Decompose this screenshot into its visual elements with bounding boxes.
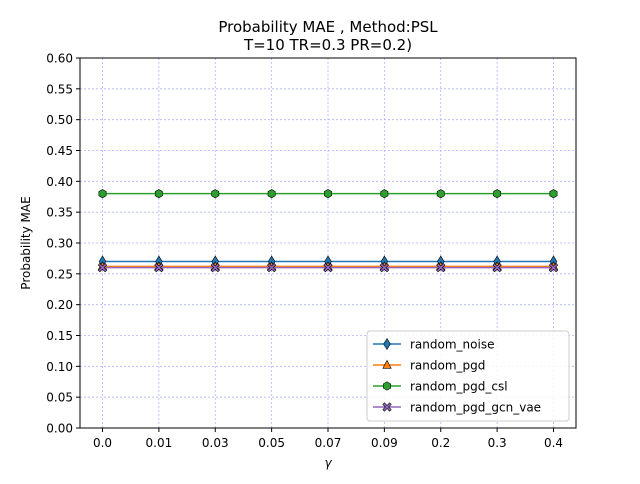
x-tick-label: 0.2 (431, 436, 450, 450)
data-point-random_pgd_csl (380, 189, 389, 199)
legend-box (366, 330, 570, 422)
legend-label: random_pgd_csl (410, 380, 508, 394)
legend-label: random_pgd_gcn_vae (410, 401, 541, 415)
data-point-random_pgd_csl (436, 189, 445, 199)
x-tick-label: 0.03 (202, 436, 229, 450)
y-tick-label: 0.45 (46, 144, 73, 158)
legend-item-random_pgd_gcn_vae: random_pgd_gcn_vae (373, 401, 541, 415)
data-point-random_pgd_csl (549, 189, 558, 199)
data-point-random_pgd_csl (267, 189, 276, 199)
data-point-random_pgd_gcn_vae (379, 263, 389, 273)
y-tick-label: 0.30 (46, 237, 73, 251)
data-point-random_pgd_gcn_vae (492, 263, 502, 273)
x-axis-label: γ (324, 456, 332, 470)
y-tick-label: 0.05 (46, 391, 73, 405)
data-point-random_pgd_gcn_vae (323, 263, 333, 273)
legend: random_noise random_pgd random_pgd_cslrand… (366, 330, 570, 422)
series-layer (97, 189, 559, 273)
legend-swatch-marker (383, 381, 391, 391)
data-point-random_pgd_gcn_vae (97, 263, 108, 273)
data-point-random_pgd_csl (211, 189, 220, 199)
y-tick-label: 0.25 (46, 267, 73, 281)
chart-title-line1: Probability MAE , Method:PSL (218, 18, 438, 36)
x-tick-label: 0.07 (315, 436, 342, 450)
y-tick-label: 0.50 (46, 113, 73, 127)
data-point-random_pgd_gcn_vae (154, 263, 164, 273)
data-point-random_pgd_gcn_vae (210, 263, 220, 273)
x-tick-label: 0.4 (544, 436, 563, 450)
y-tick-label: 0.35 (46, 206, 73, 220)
x-tick-label: 0.09 (371, 436, 398, 450)
data-point-random_pgd_csl (324, 189, 332, 199)
legend-item-random_pgd_csl: random_pgd_csl (373, 380, 508, 394)
legend-item-random_noise: random_noise (373, 338, 494, 352)
y-tick-label: 0.60 (46, 52, 73, 66)
data-point-random_pgd_csl (154, 189, 163, 199)
x-tick-label: 0.3 (488, 436, 507, 450)
x-tick-label: 0.05 (258, 436, 285, 450)
series-random_pgd_gcn_vae (97, 263, 559, 273)
legend-label: random_pgd (410, 359, 485, 373)
legend-swatch-marker (382, 402, 392, 412)
data-point-random_pgd_csl (98, 189, 107, 199)
legend-swatch-marker (382, 359, 392, 369)
legend-label: random_noise (410, 338, 494, 352)
y-tick-label: 0.10 (46, 360, 73, 374)
x-tick-label: 0.01 (146, 436, 173, 450)
data-point-random_pgd_gcn_vae (436, 263, 446, 273)
x-tick-label: 0.0 (93, 436, 112, 450)
y-tick-label: 0.15 (46, 329, 73, 343)
data-point-random_pgd_csl (493, 189, 502, 199)
data-point-random_pgd_gcn_vae (267, 263, 277, 273)
series-random_pgd_csl (98, 189, 558, 199)
axis-layer: 0.00 0.05 0.10 0.15 0.20 0.25 0.30 0.35 0.40 0.45… (46, 52, 563, 451)
legend-item-random_pgd: random_pgd (373, 359, 485, 373)
y-tick-label: 0.20 (46, 298, 73, 312)
legend-swatch-marker (383, 337, 391, 351)
y-tick-label: 0.40 (46, 175, 73, 189)
y-tick-label: 0.55 (46, 82, 73, 96)
chart-title-line2: T=10 TR=0.3 PR=0.2) (243, 36, 412, 54)
y-tick-label: 0.00 (46, 422, 73, 436)
data-point-random_pgd_gcn_vae (548, 263, 559, 273)
y-axis-label: Probability MAE (19, 196, 33, 289)
